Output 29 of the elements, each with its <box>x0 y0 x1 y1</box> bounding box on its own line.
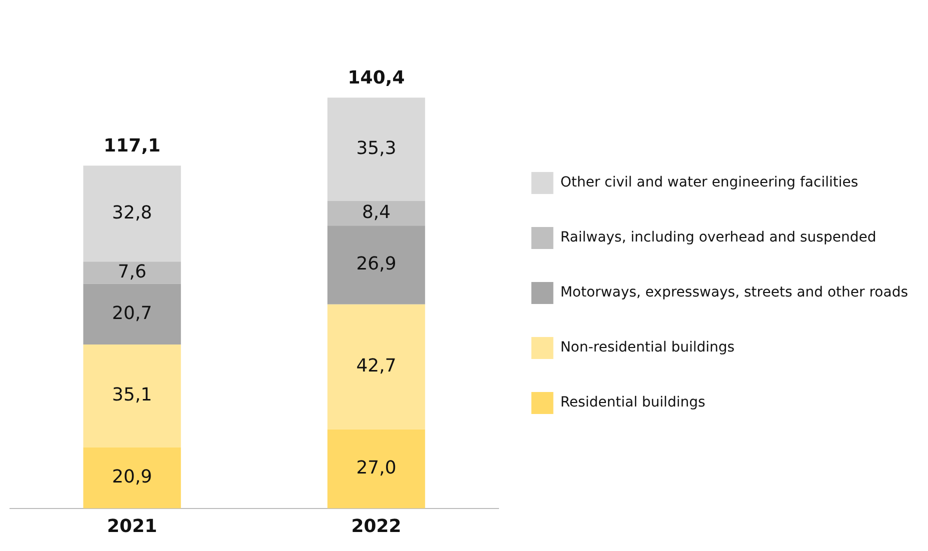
total-label: 140,4 <box>348 67 405 88</box>
bar <box>327 226 426 304</box>
bar <box>327 98 426 202</box>
bar <box>327 201 426 226</box>
data-label: 32,8 <box>112 202 152 224</box>
data-label: 42,7 <box>356 356 396 377</box>
bar <box>83 344 181 448</box>
data-label: 8,4 <box>362 202 391 223</box>
bar <box>83 284 181 344</box>
data-label: 20,7 <box>112 302 152 324</box>
legend-label: Motorways, expressways, streets and other roads <box>560 284 908 301</box>
data-label: 27,0 <box>356 458 396 479</box>
bar <box>83 262 181 284</box>
x-tick-label: 2022 <box>351 516 402 537</box>
data-label: 26,9 <box>356 254 396 275</box>
x-tick-label: 2021 <box>107 516 158 537</box>
bar <box>327 304 426 430</box>
bar <box>83 447 181 508</box>
total-label: 117,1 <box>104 135 161 156</box>
data-label: 35,3 <box>356 138 396 160</box>
bar <box>327 429 426 508</box>
data-label: 35,1 <box>112 384 152 406</box>
legend-label: Residential buildings <box>560 394 706 411</box>
legend-label: Other civil and water engineering facilities <box>560 174 858 191</box>
legend-label: Non-residential buildings <box>560 340 735 356</box>
data-label: 20,9 <box>112 466 152 488</box>
legend-label: Railways, including overhead and suspended <box>560 230 876 246</box>
bar <box>83 166 181 262</box>
data-label: 7,6 <box>118 261 146 282</box>
